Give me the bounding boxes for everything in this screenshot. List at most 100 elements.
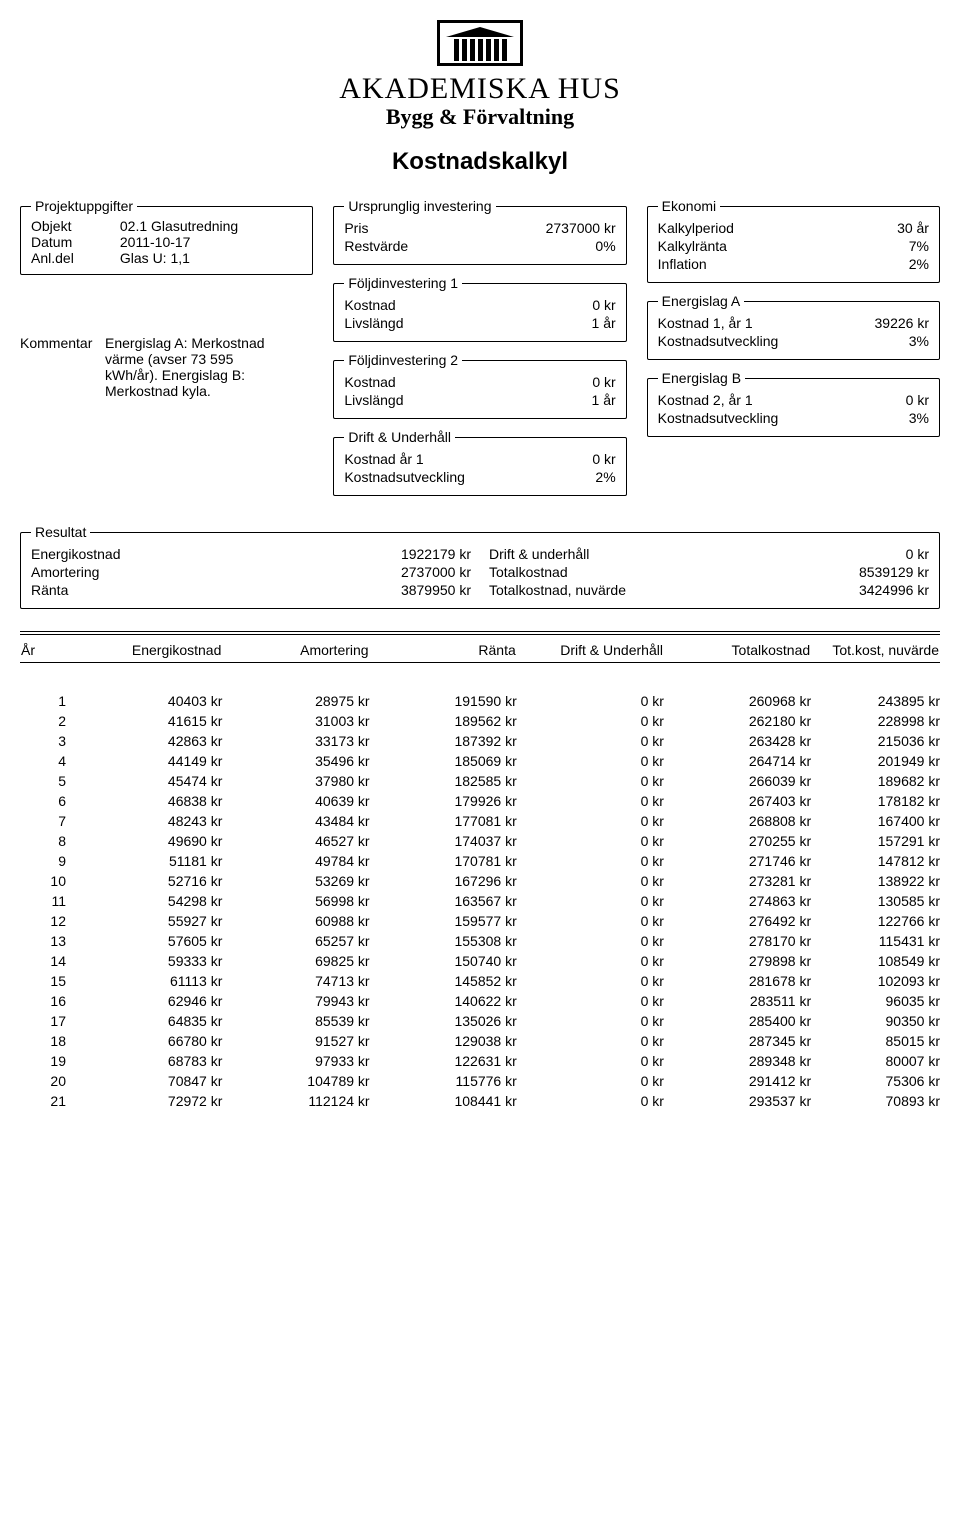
table-row: 1866780 kr91527 kr129038 kr0 kr287345 kr… [20, 1031, 940, 1051]
projekt-anldel: Anl.del Glas U: 1,1 [31, 250, 302, 266]
cell-nuvarde: 157291 kr [811, 831, 940, 851]
cell-drift-underhall: 0 kr [517, 871, 664, 891]
cell-ranta: 182585 kr [370, 771, 517, 791]
cell-drift-underhall: 0 kr [517, 791, 664, 811]
cell-nuvarde: 122766 kr [811, 911, 940, 931]
energislag-b-box: Energislag B Kostnad 2, år 10 kr Kostnad… [647, 370, 940, 437]
cell-amortering: 79943 kr [222, 991, 369, 1011]
cell-nuvarde: 167400 kr [811, 811, 940, 831]
table-row: 748243 kr43484 kr177081 kr0 kr268808 kr1… [20, 811, 940, 831]
resultat-legend: Resultat [31, 524, 90, 540]
cell-totalkostnad: 267403 kr [664, 791, 811, 811]
energislag-a-box: Energislag A Kostnad 1, år 139226 kr Kos… [647, 293, 940, 360]
cell-energikostnad: 70847 kr [66, 1071, 222, 1091]
cell-energikostnad: 49690 kr [66, 831, 222, 851]
table-row: 646838 kr40639 kr179926 kr0 kr267403 kr1… [20, 791, 940, 811]
foljd1-box: Följdinvestering 1 Kostnad0 kr Livslängd… [333, 275, 626, 342]
res-drift-underhall: Drift & underhåll0 kr [489, 546, 929, 562]
cell-nuvarde: 102093 kr [811, 971, 940, 991]
table-row: 1154298 kr56998 kr163567 kr0 kr274863 kr… [20, 891, 940, 911]
invest-legend: Ursprunglig investering [344, 198, 495, 214]
cell-year: 1 [20, 691, 66, 711]
cell-year: 18 [20, 1031, 66, 1051]
kalkylperiod: Kalkylperiod30 år [658, 220, 929, 236]
cell-year: 17 [20, 1011, 66, 1031]
cell-amortering: 91527 kr [222, 1031, 369, 1051]
cell-amortering: 112124 kr [222, 1091, 369, 1111]
res-energikostnad: Energikostnad1922179 kr [31, 546, 471, 562]
cell-amortering: 69825 kr [222, 951, 369, 971]
cell-ranta: 170781 kr [370, 851, 517, 871]
cell-drift-underhall: 0 kr [517, 931, 664, 951]
cell-nuvarde: 178182 kr [811, 791, 940, 811]
cell-year: 10 [20, 871, 66, 891]
cell-ranta: 115776 kr [370, 1071, 517, 1091]
res-totalkostnad: Totalkostnad8539129 kr [489, 564, 929, 580]
cell-year: 5 [20, 771, 66, 791]
cell-ranta: 179926 kr [370, 791, 517, 811]
cell-ranta: 145852 kr [370, 971, 517, 991]
du-utveckling: Kostnadsutveckling2% [344, 469, 615, 485]
inflation: Inflation2% [658, 256, 929, 272]
cell-drift-underhall: 0 kr [517, 1031, 664, 1051]
cell-amortering: 37980 kr [222, 771, 369, 791]
cell-amortering: 65257 kr [222, 931, 369, 951]
cell-amortering: 31003 kr [222, 711, 369, 731]
cell-energikostnad: 51181 kr [66, 851, 222, 871]
cell-ranta: 174037 kr [370, 831, 517, 851]
cell-drift-underhall: 0 kr [517, 991, 664, 1011]
drift-underhall-legend: Drift & Underhåll [344, 429, 455, 445]
cell-totalkostnad: 264714 kr [664, 751, 811, 771]
projekt-box: Projektuppgifter Objekt 02.1 Glasutredni… [20, 198, 313, 275]
cell-totalkostnad: 278170 kr [664, 931, 811, 951]
cell-totalkostnad: 268808 kr [664, 811, 811, 831]
cell-totalkostnad: 281678 kr [664, 971, 811, 991]
table-row: 1968783 kr97933 kr122631 kr0 kr289348 kr… [20, 1051, 940, 1071]
brand-sub: Bygg & Förvaltning [20, 104, 940, 130]
foljd1-legend: Följdinvestering 1 [344, 275, 462, 291]
cell-ranta: 163567 kr [370, 891, 517, 911]
res-amortering: Amortering2737000 kr [31, 564, 471, 580]
cell-amortering: 60988 kr [222, 911, 369, 931]
projekt-legend: Projektuppgifter [31, 198, 137, 214]
cell-nuvarde: 130585 kr [811, 891, 940, 911]
cell-energikostnad: 57605 kr [66, 931, 222, 951]
cell-amortering: 74713 kr [222, 971, 369, 991]
cell-amortering: 46527 kr [222, 831, 369, 851]
cell-nuvarde: 80007 kr [811, 1051, 940, 1071]
ekonomi-legend: Ekonomi [658, 198, 720, 214]
cell-ranta: 189562 kr [370, 711, 517, 731]
logo: AKADEMISKA HUS Bygg & Förvaltning [20, 20, 940, 130]
cell-nuvarde: 243895 kr [811, 691, 940, 711]
brand-name: AKADEMISKA HUS [20, 72, 940, 106]
cell-nuvarde: 189682 kr [811, 771, 940, 791]
foljd1-kostnad: Kostnad0 kr [344, 297, 615, 313]
foljd2-livslangd: Livslängd1 år [344, 392, 615, 408]
energislag-a-legend: Energislag A [658, 293, 745, 309]
cell-amortering: 56998 kr [222, 891, 369, 911]
cell-totalkostnad: 287345 kr [664, 1031, 811, 1051]
table-row: 1764835 kr85539 kr135026 kr0 kr285400 kr… [20, 1011, 940, 1031]
foljd2-legend: Följdinvestering 2 [344, 352, 462, 368]
cell-ranta: 135026 kr [370, 1011, 517, 1031]
cell-ranta: 108441 kr [370, 1091, 517, 1111]
cell-totalkostnad: 260968 kr [664, 691, 811, 711]
invest-pris: Pris2737000 kr [344, 220, 615, 236]
cell-drift-underhall: 0 kr [517, 811, 664, 831]
cell-totalkostnad: 263428 kr [664, 731, 811, 751]
cell-ranta: 159577 kr [370, 911, 517, 931]
eb-utveckling: Kostnadsutveckling3% [658, 410, 929, 426]
cell-drift-underhall: 0 kr [517, 751, 664, 771]
cell-ranta: 177081 kr [370, 811, 517, 831]
cell-totalkostnad: 289348 kr [664, 1051, 811, 1071]
cell-totalkostnad: 262180 kr [664, 711, 811, 731]
cell-energikostnad: 44149 kr [66, 751, 222, 771]
cell-year: 7 [20, 811, 66, 831]
cell-ranta: 167296 kr [370, 871, 517, 891]
cell-nuvarde: 138922 kr [811, 871, 940, 891]
cell-energikostnad: 42863 kr [66, 731, 222, 751]
kalkylranta: Kalkylränta7% [658, 238, 929, 254]
cell-amortering: 43484 kr [222, 811, 369, 831]
cell-nuvarde: 115431 kr [811, 931, 940, 951]
cell-ranta: 191590 kr [370, 691, 517, 711]
